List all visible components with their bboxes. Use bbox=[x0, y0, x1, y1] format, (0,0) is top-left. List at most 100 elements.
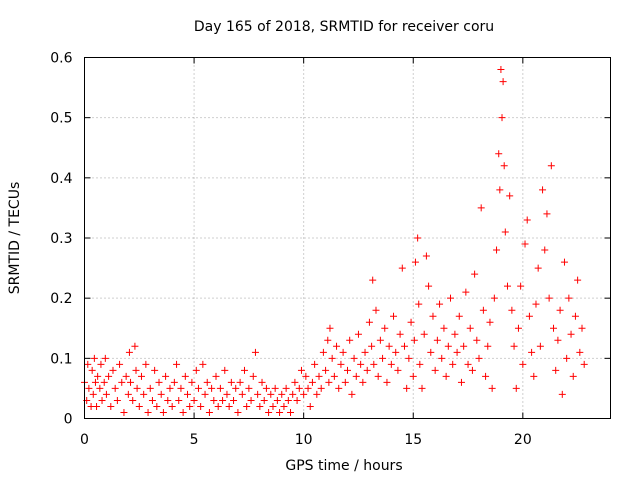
data-point bbox=[449, 360, 457, 368]
data-point bbox=[497, 66, 505, 74]
data-point bbox=[488, 384, 496, 392]
data-point bbox=[315, 372, 323, 380]
data-point bbox=[113, 396, 121, 404]
data-point bbox=[102, 390, 110, 398]
data-point bbox=[580, 360, 588, 368]
data-point bbox=[230, 396, 238, 404]
data-point bbox=[370, 360, 378, 368]
data-point bbox=[188, 378, 196, 386]
data-point bbox=[396, 330, 404, 338]
data-point bbox=[325, 378, 333, 386]
data-point bbox=[482, 372, 490, 380]
data-point bbox=[410, 336, 418, 344]
data-point bbox=[499, 78, 507, 86]
data-point bbox=[479, 306, 487, 314]
data-point bbox=[265, 408, 273, 416]
data-point bbox=[486, 318, 494, 326]
data-point bbox=[166, 384, 174, 392]
data-point bbox=[124, 390, 132, 398]
data-point bbox=[517, 282, 525, 290]
data-point bbox=[500, 162, 508, 170]
data-point bbox=[243, 402, 251, 410]
y-tick-label: 0.3 bbox=[50, 231, 72, 247]
data-point bbox=[385, 342, 393, 350]
data-point bbox=[293, 396, 301, 404]
data-point bbox=[223, 390, 231, 398]
data-point bbox=[219, 396, 227, 404]
data-point bbox=[234, 408, 242, 416]
x-tick-label: 0 bbox=[80, 432, 89, 448]
data-point bbox=[151, 366, 159, 374]
data-point bbox=[436, 300, 444, 308]
data-point bbox=[89, 390, 97, 398]
data-point bbox=[444, 342, 452, 350]
data-point bbox=[363, 366, 371, 374]
data-point bbox=[276, 408, 284, 416]
data-point bbox=[322, 366, 330, 374]
data-point bbox=[394, 366, 402, 374]
data-point bbox=[144, 408, 152, 416]
data-point bbox=[578, 324, 586, 332]
data-point bbox=[447, 294, 455, 302]
data-point bbox=[232, 384, 240, 392]
data-point bbox=[137, 372, 145, 380]
data-point bbox=[451, 330, 459, 338]
data-point bbox=[383, 378, 391, 386]
data-point bbox=[212, 372, 220, 380]
data-point bbox=[552, 366, 560, 374]
data-point bbox=[84, 360, 92, 368]
data-point bbox=[403, 384, 411, 392]
data-point bbox=[508, 306, 516, 314]
data-point bbox=[289, 390, 297, 398]
data-point bbox=[460, 342, 468, 350]
data-point bbox=[523, 216, 531, 224]
data-point bbox=[554, 336, 562, 344]
data-point bbox=[122, 372, 130, 380]
data-point bbox=[390, 312, 398, 320]
data-point bbox=[455, 312, 463, 320]
data-point bbox=[369, 276, 377, 284]
y-tick-label: 0.2 bbox=[50, 291, 72, 307]
data-point bbox=[284, 396, 292, 404]
data-point bbox=[170, 378, 178, 386]
data-point bbox=[184, 390, 192, 398]
data-point bbox=[269, 402, 277, 410]
data-point bbox=[148, 396, 156, 404]
data-point bbox=[576, 348, 584, 356]
data-point bbox=[111, 384, 119, 392]
data-point bbox=[372, 306, 380, 314]
data-point bbox=[545, 294, 553, 302]
data-point bbox=[179, 408, 187, 416]
data-point bbox=[503, 282, 511, 290]
data-point bbox=[328, 354, 336, 362]
data-point bbox=[361, 348, 369, 356]
data-point bbox=[194, 384, 202, 392]
data-point bbox=[425, 282, 433, 290]
data-point bbox=[168, 402, 176, 410]
data-point bbox=[186, 402, 194, 410]
data-point bbox=[238, 390, 246, 398]
data-point bbox=[521, 240, 529, 248]
y-tick-label: 0.5 bbox=[50, 111, 72, 127]
data-point bbox=[319, 348, 327, 356]
data-point bbox=[287, 408, 295, 416]
data-point bbox=[510, 342, 518, 350]
data-point bbox=[197, 402, 205, 410]
data-point bbox=[415, 300, 423, 308]
data-point bbox=[333, 342, 341, 350]
data-point bbox=[368, 342, 376, 350]
data-point bbox=[374, 372, 382, 380]
data-point bbox=[142, 360, 150, 368]
data-point bbox=[295, 384, 303, 392]
data-point bbox=[387, 360, 395, 368]
data-point bbox=[131, 342, 139, 350]
data-point bbox=[216, 384, 224, 392]
data-point bbox=[422, 252, 430, 260]
data-point bbox=[262, 384, 270, 392]
data-point bbox=[317, 384, 325, 392]
data-point bbox=[236, 378, 244, 386]
y-axis-label: SRMTID / TECUs bbox=[7, 182, 23, 295]
data-point bbox=[199, 360, 207, 368]
data-point bbox=[97, 360, 105, 368]
